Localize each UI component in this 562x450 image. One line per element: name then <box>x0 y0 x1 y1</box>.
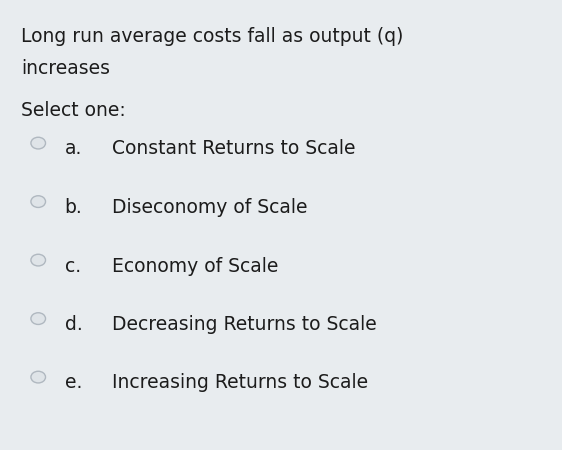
Text: e.: e. <box>65 374 82 392</box>
Text: c.: c. <box>65 256 81 275</box>
Text: Economy of Scale: Economy of Scale <box>112 256 279 275</box>
Circle shape <box>31 313 46 324</box>
Text: Increasing Returns to Scale: Increasing Returns to Scale <box>112 374 369 392</box>
Text: b.: b. <box>65 198 83 217</box>
Circle shape <box>31 371 46 383</box>
Text: Constant Returns to Scale: Constant Returns to Scale <box>112 140 356 158</box>
Text: Diseconomy of Scale: Diseconomy of Scale <box>112 198 308 217</box>
Circle shape <box>31 137 46 149</box>
Text: Decreasing Returns to Scale: Decreasing Returns to Scale <box>112 315 377 334</box>
Text: Long run average costs fall as output (q): Long run average costs fall as output (q… <box>21 27 404 46</box>
Circle shape <box>31 196 46 207</box>
Text: a.: a. <box>65 140 82 158</box>
Text: Select one:: Select one: <box>21 101 126 120</box>
Circle shape <box>31 254 46 266</box>
Text: increases: increases <box>21 58 110 77</box>
Text: d.: d. <box>65 315 83 334</box>
